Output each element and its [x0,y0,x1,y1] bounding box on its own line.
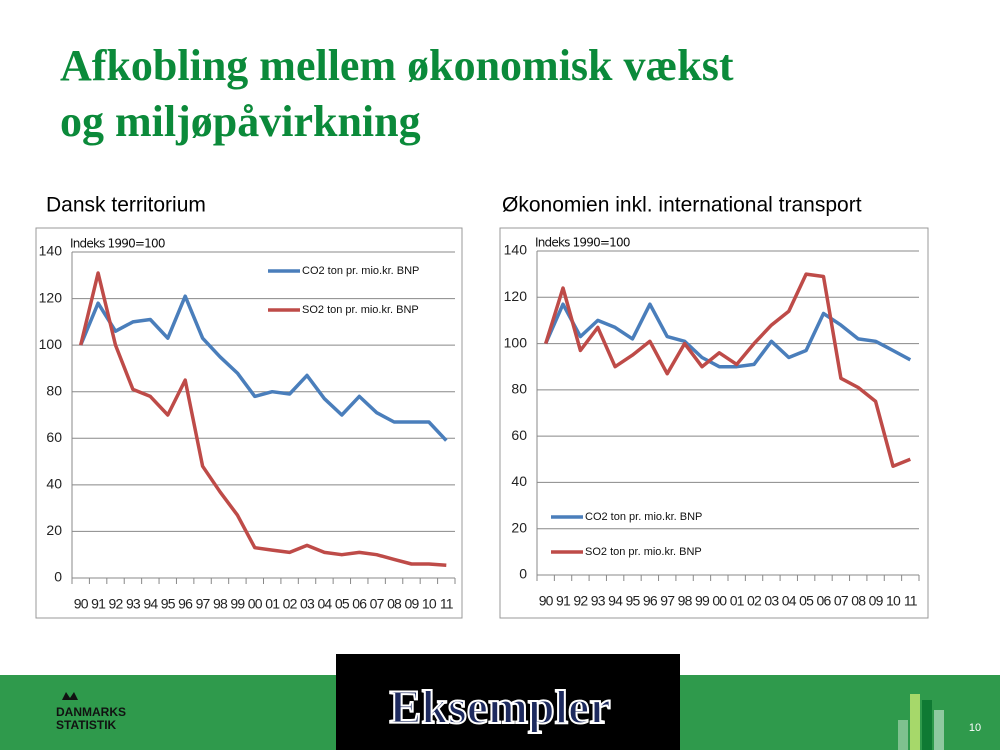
series-line [79,294,448,442]
x-tick-label: 06 [352,596,367,612]
x-tick-label: 00 [248,596,263,612]
x-tick-label: 11 [904,593,918,609]
y-tick-label: 80 [511,381,527,397]
x-tick-label: 01 [730,593,745,609]
x-tick-label: 04 [317,596,332,612]
y-tick-label: 0 [54,569,62,585]
x-tick-label: 09 [404,596,419,612]
x-tick-label: 96 [643,593,658,609]
x-tick-label: 10 [886,593,901,609]
x-tick-label: 05 [799,593,814,609]
deco-bars [898,694,944,750]
deco-bar [898,720,908,750]
series-line [544,272,911,468]
chart: Økonomien inkl. international transport I… [499,194,929,619]
x-tick-label: 11 [440,596,454,612]
logo-text: DANMARKS [56,705,126,719]
y-tick-label: 140 [504,242,528,258]
chart-frame [35,227,463,619]
x-tick-label: 93 [591,593,606,609]
page-number: 10 [969,722,981,734]
x-tick-label: 97 [660,593,675,609]
x-tick-label: 94 [143,596,158,612]
chart-frame [499,227,929,619]
x-tick-label: 90 [539,593,554,609]
y-tick-label: 100 [504,334,528,350]
x-tick-label: 98 [213,596,228,612]
x-tick-label: 07 [370,596,385,612]
x-tick-label: 99 [695,593,710,609]
deco-bar [922,700,932,750]
x-tick-label: 91 [91,596,106,612]
x-tick-label: 05 [335,596,350,612]
x-tick-label: 99 [230,596,245,612]
x-tick-label: 06 [817,593,832,609]
y-tick-label: 20 [46,522,62,538]
logo-crown [62,692,78,700]
x-tick-label: 95 [161,596,176,612]
x-tick-label: 98 [678,593,693,609]
x-tick-label: 92 [109,596,124,612]
series-line [78,271,447,567]
x-tick-label: 96 [178,596,193,612]
y-tick-label: 40 [511,473,527,489]
x-tick-label: 91 [556,593,571,609]
x-tick-label: 08 [387,596,402,612]
x-tick-label: 94 [608,593,623,609]
x-tick-label: 95 [626,593,641,609]
x-tick-label: 01 [265,596,280,612]
chart-title: Økonomien inkl. international transport [502,194,862,217]
legend-label: CO2 ton pr. mio.kr. BNP [302,265,419,277]
x-tick-label: 02 [747,593,762,609]
logo-text: STATISTIK [56,718,117,732]
annotation: Indeks 1990=100 [70,237,165,251]
chart-title: Dansk territorium [46,194,206,217]
x-tick-label: 10 [422,596,437,612]
logo: DANMARKS STATISTIK [56,692,126,732]
y-tick-label: 60 [511,427,527,443]
x-tick-label: 02 [283,596,298,612]
x-tick-label: 09 [869,593,884,609]
legend-label: SO2 ton pr. mio.kr. BNP [585,546,702,558]
legend-label: SO2 ton pr. mio.kr. BNP [302,304,419,316]
deco-bar [934,710,944,750]
legend-label: CO2 ton pr. mio.kr. BNP [585,511,702,523]
x-tick-label: 04 [782,593,797,609]
x-tick-label: 93 [126,596,141,612]
banner-text: Eksempler [389,681,610,734]
y-tick-label: 40 [46,476,62,492]
x-tick-label: 00 [712,593,727,609]
y-tick-label: 20 [511,519,527,535]
banner-box [336,654,680,750]
y-tick-label: 0 [519,566,527,582]
y-tick-label: 80 [46,382,62,398]
x-tick-label: 03 [764,593,779,609]
y-tick-label: 60 [46,429,62,445]
x-tick-label: 07 [834,593,849,609]
x-tick-label: 92 [573,593,588,609]
x-tick-label: 08 [851,593,866,609]
y-tick-label: 120 [39,289,63,305]
slide-title: Afkobling mellem økonomisk vækst [60,41,734,90]
y-tick-label: 100 [39,336,63,352]
x-tick-label: 97 [196,596,211,612]
slide-title: og miljøpåvirkning [60,97,421,146]
y-tick-label: 140 [39,243,63,259]
annotation: Indeks 1990=100 [535,236,630,250]
y-tick-label: 120 [504,288,528,304]
x-tick-label: 03 [300,596,315,612]
deco-bar [910,694,920,750]
series-line [544,302,912,369]
x-tick-label: 90 [74,596,89,612]
